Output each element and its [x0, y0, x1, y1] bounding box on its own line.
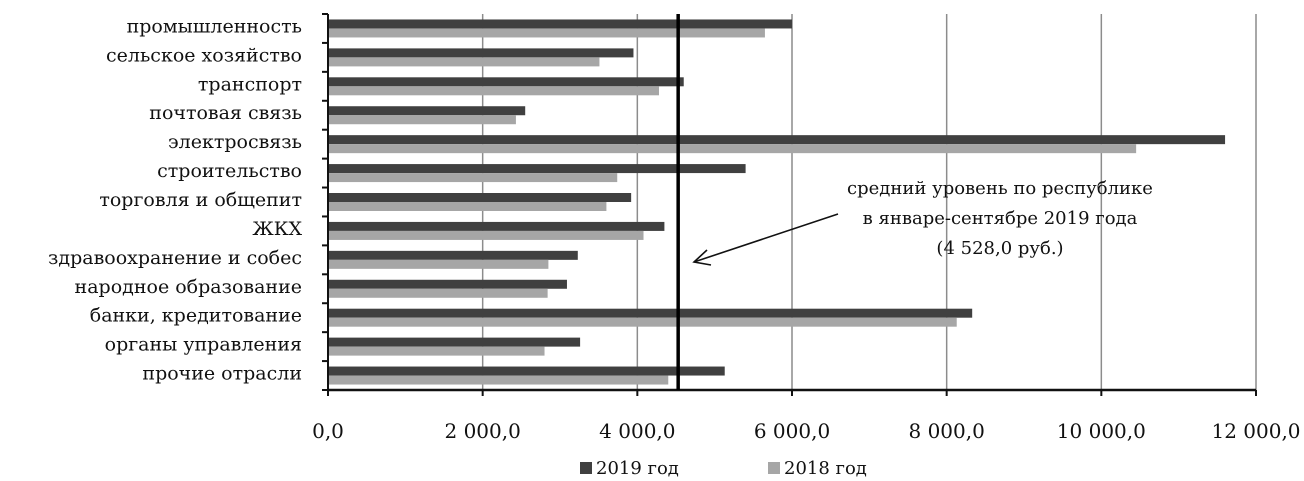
category-label: здравоохранение и собес — [48, 247, 302, 269]
category-label: почтовая связь — [149, 102, 302, 124]
legend-swatch-2019 — [580, 462, 592, 474]
legend: 2019 год 2018 год — [580, 458, 867, 479]
bar-2019 — [328, 106, 526, 116]
bar-2019 — [328, 366, 725, 376]
x-tick-label: 2 000,0 — [444, 419, 520, 443]
bar-2018 — [328, 230, 644, 240]
bar-2019 — [328, 164, 746, 174]
legend-swatch-2018 — [768, 462, 780, 474]
category-labels: промышленность сельское хозяйство транспор… — [48, 15, 302, 384]
annotation-arrowhead — [692, 249, 712, 266]
x-tick-labels: 0,0 2 000,0 4 000,0 6 000,0 8 000,0 10 000,0 1… — [312, 419, 1300, 443]
bar-2018 — [328, 202, 607, 211]
category-label: банки, кредитование — [90, 305, 302, 327]
category-label: торговля и общепит — [99, 189, 302, 211]
category-label: ЖКХ — [252, 218, 302, 240]
bar-2018 — [328, 86, 659, 96]
annotation-line-2: в январе-сентябре 2019 года — [863, 208, 1138, 229]
category-label: электросвязь — [168, 131, 302, 153]
bar-2018 — [328, 28, 765, 38]
bar-2019 — [328, 337, 581, 347]
x-tick-label: 0,0 — [312, 419, 344, 443]
bar-2018 — [328, 346, 545, 356]
bar-2019 — [328, 279, 567, 289]
bar-2018 — [328, 57, 600, 67]
bar-2018 — [328, 259, 549, 269]
category-label: транспорт — [198, 73, 302, 95]
bar-2019 — [328, 135, 1226, 145]
annotation-arrow — [693, 213, 839, 263]
x-tick-label: 6 000,0 — [754, 419, 830, 443]
bar-2019 — [328, 193, 632, 202]
bar-2018 — [328, 317, 957, 327]
reference-annotation: средний уровень по республике в январе-с… — [692, 178, 1153, 266]
bar-2018 — [328, 375, 669, 385]
bars — [328, 19, 1226, 385]
x-tick-label: 8 000,0 — [908, 419, 984, 443]
x-tick-label: 10 000,0 — [1057, 419, 1146, 443]
axes — [322, 13, 1257, 396]
bar-2019 — [328, 77, 684, 87]
category-label: сельское хозяйство — [106, 44, 302, 66]
legend-label-2018: 2018 год — [784, 458, 867, 479]
x-tick-label: 12 000,0 — [1211, 419, 1300, 443]
category-label: прочие отрасли — [142, 363, 302, 385]
bar-2018 — [328, 288, 548, 298]
category-label: строительство — [157, 160, 302, 182]
annotation-line-1: средний уровень по республике — [847, 178, 1153, 199]
category-label: народное образование — [75, 276, 302, 298]
category-label: органы управления — [105, 334, 302, 356]
annotation-line-3: (4 528,0 руб.) — [936, 238, 1063, 259]
bar-2018 — [328, 115, 516, 125]
bar-2019 — [328, 19, 792, 29]
bar-2019 — [328, 308, 973, 318]
legend-label-2019: 2019 год — [596, 458, 679, 479]
bar-2019 — [328, 221, 665, 231]
bar-2019 — [328, 48, 634, 58]
gridlines — [481, 14, 1257, 390]
bar-2018 — [328, 173, 618, 183]
category-label: промышленность — [127, 15, 302, 37]
x-tick-label: 4 000,0 — [599, 419, 675, 443]
bar-2018 — [328, 144, 1137, 154]
bar-2019 — [328, 250, 578, 260]
